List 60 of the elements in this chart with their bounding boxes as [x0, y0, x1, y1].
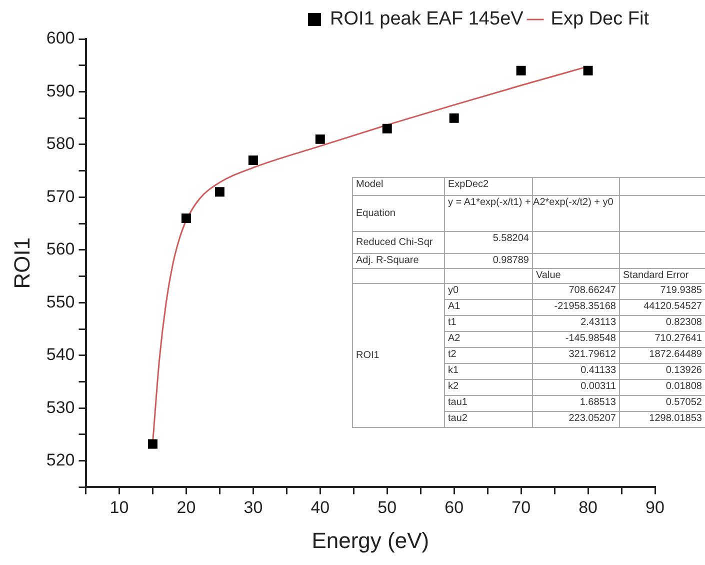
annotation: -21958.35168	[532, 300, 620, 316]
y-tick-label: 590	[46, 81, 75, 100]
annotation: 710.27641	[620, 332, 705, 348]
x-tick-label: 70	[512, 498, 531, 518]
text: 0.13926	[620, 364, 705, 380]
legend-label: ROI1 peak EAF 145eV	[330, 8, 524, 30]
annotation: tau1	[444, 396, 532, 412]
x-tick-label: 90	[646, 498, 664, 518]
annotation: 2.43113	[532, 316, 620, 332]
text: 0.01808	[620, 380, 705, 396]
y-tick-label: 560	[46, 240, 75, 259]
annotation: 321.79612	[532, 348, 620, 364]
y-tick-label: 570	[46, 186, 75, 206]
annotation: Equation	[352, 196, 444, 232]
text: 0.82308	[620, 316, 705, 332]
annotation: 223.05207	[532, 412, 620, 428]
annotation: k2	[444, 380, 532, 396]
annotation: ExpDec2	[444, 178, 532, 196]
text: 0.57052	[620, 396, 705, 412]
x-tick-label: 30	[244, 498, 263, 518]
x-axis-title: Energy (eV)	[312, 528, 430, 553]
annotation: 1872.64489	[620, 348, 705, 364]
annotation: -145.98548	[532, 332, 620, 348]
annotation: t1	[444, 316, 532, 332]
annotation: 1.68513	[532, 396, 620, 412]
annotation: k1	[444, 364, 532, 380]
text: 719.9385	[620, 284, 705, 300]
annotation: ROI1	[352, 284, 444, 428]
y-axis-title: ROI1	[9, 237, 34, 289]
legend-label: Exp Dec Fit	[550, 8, 650, 30]
y-tick-label: 520	[46, 450, 75, 470]
annotation: 0.00311	[532, 380, 620, 396]
y-tick-label: 550	[46, 292, 75, 312]
x-tick-label: 80	[578, 498, 598, 518]
y-tick-label: 600	[46, 28, 75, 48]
annotation: Reduced Chi-Sqr	[352, 232, 444, 254]
annotation: t2	[444, 348, 532, 364]
y-tick-label: 580	[46, 134, 75, 154]
x-tick-label: 60	[444, 498, 464, 518]
annotation: Standard Error	[620, 268, 705, 284]
x-tick-label: 10	[110, 498, 129, 518]
annotation: 708.66247	[532, 284, 620, 300]
y-tick-label: 530	[46, 398, 75, 417]
annotation: 1298.01853	[620, 412, 705, 428]
x-tick-label: 40	[310, 498, 330, 518]
annotation: y0	[444, 284, 532, 300]
annotation: 5.58204	[444, 232, 532, 254]
x-tick-label: 50	[378, 498, 397, 518]
annotation: 0.41133	[532, 364, 620, 380]
annotation: tau2	[444, 412, 532, 428]
annotation: Model	[352, 178, 444, 196]
y-tick-label: 540	[46, 345, 75, 364]
annotation: Value	[532, 268, 620, 284]
annotation: A1	[444, 300, 532, 316]
annotation: A2	[444, 332, 532, 348]
annotation: Adj. R-Square	[352, 254, 444, 268]
x-tick-label: 20	[176, 498, 196, 518]
annotation: y = A1*exp(-x/t1) + A2*exp(-x/t2) + y0	[447, 196, 614, 210]
annotation: 0.98789	[444, 254, 532, 268]
annotation: 44120.54527	[620, 300, 705, 316]
